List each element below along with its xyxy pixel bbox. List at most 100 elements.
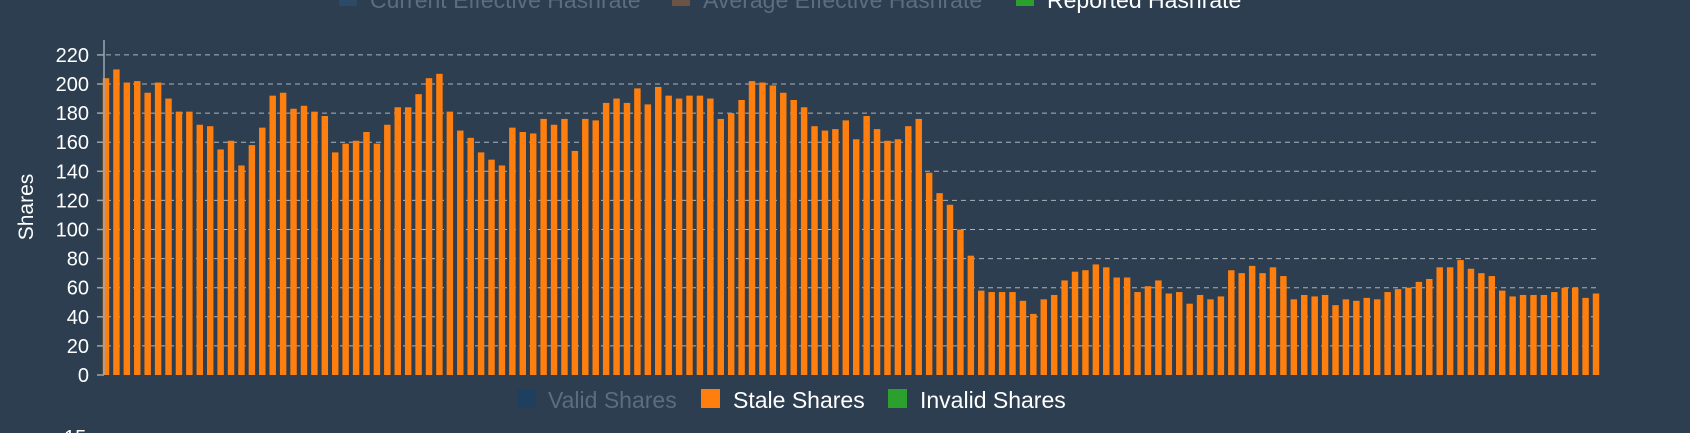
bar-14[interactable] — [248, 145, 256, 375]
bar-118[interactable] — [1332, 305, 1339, 375]
bar-61[interactable] — [738, 100, 745, 375]
bar-2[interactable] — [123, 82, 131, 375]
bar-130[interactable] — [1457, 260, 1464, 375]
bar-22[interactable] — [332, 152, 339, 375]
bar-95[interactable] — [1092, 264, 1100, 375]
bar-25[interactable] — [363, 132, 370, 375]
bar-9[interactable] — [196, 124, 204, 376]
legend-swatch-valid-shares[interactable] — [517, 389, 536, 408]
bar-28[interactable] — [394, 107, 401, 375]
bar-46[interactable] — [582, 118, 589, 376]
legend-label-valid-shares[interactable]: Valid Shares — [548, 387, 677, 413]
bar-89[interactable] — [1030, 313, 1037, 375]
legend-label-reported-hashrate[interactable]: Reported Hashrate — [1047, 0, 1241, 13]
bar-33[interactable] — [446, 111, 454, 375]
bar-141[interactable] — [1571, 287, 1579, 375]
bar-23[interactable] — [342, 143, 349, 375]
bar-119[interactable] — [1342, 299, 1350, 375]
bar-32[interactable] — [436, 73, 443, 375]
bar-126[interactable] — [1415, 281, 1423, 375]
bar-132[interactable] — [1478, 273, 1485, 375]
bar-20[interactable] — [311, 111, 318, 375]
bar-16[interactable] — [269, 95, 276, 375]
bar-96[interactable] — [1103, 267, 1110, 375]
bar-51[interactable] — [634, 88, 641, 376]
legend-swatch-current-effective-hashrate[interactable] — [339, 0, 357, 6]
bar-142[interactable] — [1582, 297, 1589, 375]
legend-label-stale-shares[interactable]: Stale Shares — [733, 387, 865, 413]
bar-67[interactable] — [800, 107, 808, 375]
bar-138[interactable] — [1540, 294, 1548, 375]
bar-43[interactable] — [550, 124, 558, 376]
bar-136[interactable] — [1519, 294, 1527, 375]
legend-swatch-stale-shares[interactable] — [701, 389, 720, 408]
bar-47[interactable] — [592, 120, 599, 376]
legend-label-invalid-shares[interactable]: Invalid Shares — [920, 387, 1066, 413]
bar-30[interactable] — [415, 94, 422, 375]
legend-swatch-invalid-shares[interactable] — [888, 389, 907, 408]
bar-114[interactable] — [1290, 299, 1298, 375]
bar-56[interactable] — [686, 95, 693, 375]
bar-122[interactable] — [1373, 299, 1381, 375]
bar-105[interactable] — [1196, 294, 1204, 375]
bar-87[interactable] — [1009, 292, 1016, 375]
bar-15[interactable] — [259, 127, 266, 376]
bar-120[interactable] — [1353, 300, 1360, 375]
bar-44[interactable] — [561, 118, 568, 376]
bar-91[interactable] — [1050, 294, 1058, 375]
bar-71[interactable] — [842, 120, 850, 376]
bar-139[interactable] — [1551, 292, 1558, 375]
bar-121[interactable] — [1363, 297, 1370, 375]
bar-108[interactable] — [1228, 270, 1235, 375]
bar-62[interactable] — [748, 81, 756, 375]
legend-label-current-effective-hashrate[interactable]: Current Effective Hashrate — [370, 0, 641, 13]
bar-58[interactable] — [707, 98, 714, 376]
bar-8[interactable] — [186, 111, 193, 375]
bar-111[interactable] — [1259, 273, 1266, 375]
bar-80[interactable] — [936, 193, 943, 376]
bar-17[interactable] — [279, 92, 287, 375]
bar-86[interactable] — [998, 292, 1006, 375]
bar-72[interactable] — [852, 139, 860, 375]
bar-125[interactable] — [1405, 287, 1412, 375]
bar-1[interactable] — [113, 69, 120, 375]
bar-69[interactable] — [821, 130, 829, 375]
bar-64[interactable] — [769, 85, 777, 375]
bar-41[interactable] — [529, 133, 537, 375]
bar-127[interactable] — [1426, 278, 1433, 375]
bar-98[interactable] — [1123, 277, 1131, 375]
bar-128[interactable] — [1436, 267, 1443, 375]
bar-29[interactable] — [404, 107, 412, 375]
bar-0[interactable] — [102, 78, 110, 376]
bar-83[interactable] — [967, 255, 975, 375]
bar-101[interactable] — [1155, 280, 1162, 375]
bar-102[interactable] — [1165, 293, 1173, 375]
bar-92[interactable] — [1061, 280, 1068, 375]
bar-133[interactable] — [1488, 276, 1496, 375]
legend-swatch-average-effective-hashrate[interactable] — [672, 0, 690, 6]
bar-93[interactable] — [1071, 271, 1079, 375]
bar-34[interactable] — [457, 130, 464, 375]
bar-5[interactable] — [154, 82, 162, 375]
bar-112[interactable] — [1269, 267, 1277, 375]
bar-40[interactable] — [519, 132, 527, 375]
bar-35[interactable] — [467, 137, 474, 375]
bar-113[interactable] — [1280, 276, 1287, 375]
bar-11[interactable] — [217, 149, 224, 375]
bar-88[interactable] — [1019, 300, 1027, 375]
bar-42[interactable] — [540, 118, 547, 376]
bar-50[interactable] — [623, 102, 631, 375]
bar-26[interactable] — [373, 143, 381, 375]
bar-68[interactable] — [811, 126, 818, 375]
bar-85[interactable] — [988, 292, 995, 375]
bar-109[interactable] — [1238, 273, 1245, 375]
bar-13[interactable] — [238, 165, 245, 375]
bar-76[interactable] — [894, 139, 902, 375]
bar-12[interactable] — [227, 140, 235, 375]
bar-10[interactable] — [206, 126, 214, 375]
bar-74[interactable] — [873, 129, 881, 375]
bar-49[interactable] — [613, 98, 620, 376]
bar-7[interactable] — [175, 111, 183, 375]
bar-97[interactable] — [1113, 277, 1120, 375]
bar-84[interactable] — [978, 290, 985, 375]
